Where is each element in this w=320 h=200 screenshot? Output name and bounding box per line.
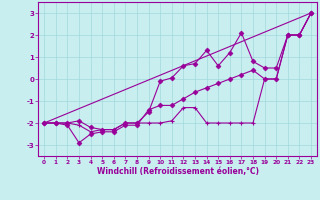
- X-axis label: Windchill (Refroidissement éolien,°C): Windchill (Refroidissement éolien,°C): [97, 167, 259, 176]
